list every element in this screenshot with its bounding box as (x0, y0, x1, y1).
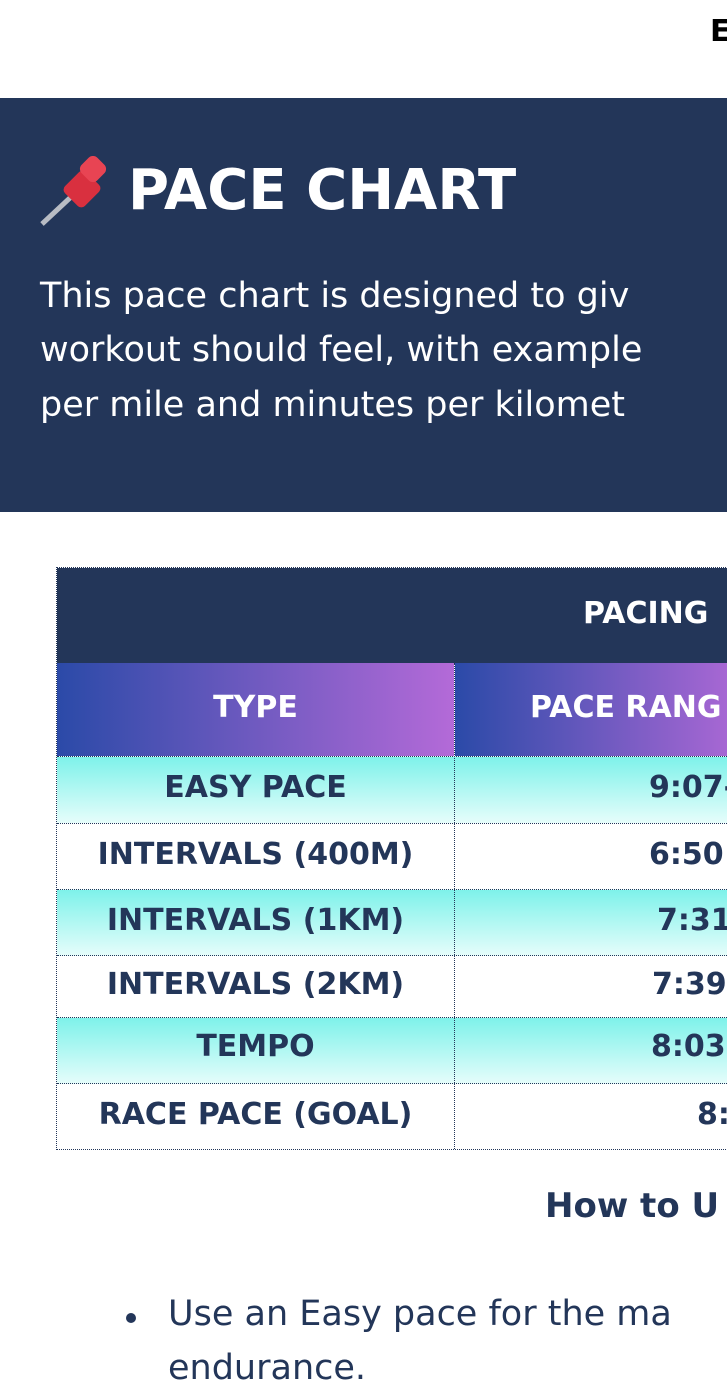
table-title: PACING (583, 596, 709, 631)
intro-line-3: per mile and minutes per kilomet (40, 385, 625, 425)
page-title: PACE CHART (128, 158, 517, 223)
intro-line-2: workout should feel, with example (40, 330, 643, 370)
howto-heading: How to U (545, 1186, 720, 1226)
table-row: EASY PACE 9:07- (57, 756, 727, 823)
bullet-line-2: endurance. (168, 1348, 367, 1388)
column-header-type: TYPE (57, 663, 454, 756)
table-row: INTERVALS (400M) 6:50 (57, 823, 727, 890)
hero-section: PACE CHART This pace chart is designed t… (0, 98, 727, 512)
intro-line-1: This pace chart is designed to giv (40, 276, 630, 316)
table-row: INTERVALS (2KM) 7:39- (57, 955, 727, 1018)
table-title-row: PACING (57, 568, 727, 663)
bullet-icon (126, 1313, 136, 1323)
column-divider (454, 663, 455, 1149)
bullet-line-1: Use an Easy pace for the ma (168, 1294, 672, 1334)
pushpin-icon (40, 156, 107, 226)
column-header-pace: PACE RANG (455, 663, 727, 756)
top-bar-text: E (710, 14, 727, 49)
top-bar: E (0, 0, 727, 98)
table-row: TEMPO 8:03 (57, 1017, 727, 1084)
table-row: RACE PACE (GOAL) 8: (57, 1083, 727, 1150)
pacing-table: PACING TYPE PACE RANG EASY PACE 9:07- IN… (56, 567, 727, 1150)
table-row: INTERVALS (1KM) 7:31- (57, 889, 727, 956)
